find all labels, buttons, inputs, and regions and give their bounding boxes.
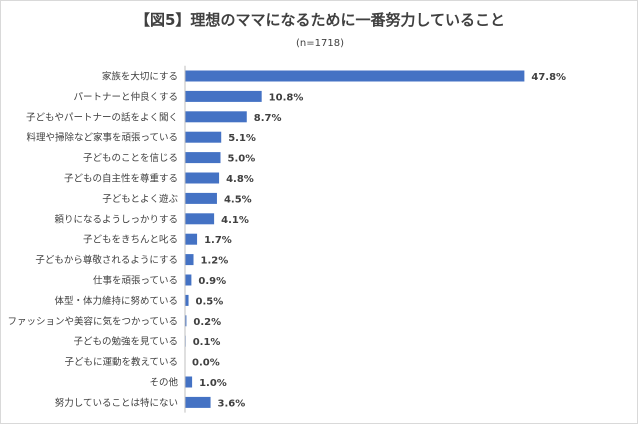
value-label: 4.1% (221, 215, 249, 226)
value-label: 47.8% (531, 72, 566, 83)
value-label: 0.5% (196, 296, 224, 307)
category-label: 子どものことを信じる (83, 152, 178, 164)
category-label: 仕事を頑張っている (93, 275, 178, 287)
bar (185, 254, 194, 266)
bar (185, 294, 189, 306)
category-label: ファッションや美容に気をつかっている (7, 315, 178, 327)
category-label: 子どもとよく遊ぶ (102, 193, 178, 205)
bar (185, 152, 221, 164)
category-label: 子どもの勉強を見ている (73, 336, 178, 348)
value-label: 0.9% (198, 276, 226, 287)
value-label: 0.2% (193, 317, 221, 328)
value-label: 4.5% (224, 194, 252, 205)
value-label: 5.1% (228, 133, 256, 144)
category-label: パートナーと仲良くする (73, 91, 178, 103)
category-label: 料理や掃除など家事を頑張っている (26, 132, 178, 144)
category-label: 子どもやパートナーの話をよく聞く (26, 111, 178, 123)
bar (185, 172, 220, 184)
category-label: 子どもの自主性を尊重する (64, 173, 178, 185)
value-label: 0.0% (192, 358, 220, 369)
bar (185, 233, 198, 245)
bar (185, 111, 247, 123)
category-label: 子どもをきちんと叱る (83, 235, 178, 246)
chart-subtitle: (n=1718) (296, 38, 344, 49)
category-label: 体型・体力維持に努めている (54, 295, 178, 307)
category-label: 家族を大切にする (102, 71, 178, 83)
value-label: 3.6% (218, 398, 246, 409)
bar (185, 274, 192, 286)
bar (185, 213, 215, 225)
chart-title: 【図5】理想のママになるために一番努力していること (135, 11, 505, 29)
bar (185, 70, 525, 82)
category-label: 子どもに運動を教えている (64, 356, 178, 368)
value-label: 10.8% (269, 92, 304, 103)
bar (185, 396, 211, 408)
bar (185, 376, 193, 388)
category-label: 努力していることは特にない (55, 397, 178, 409)
category-label: 頼りになるようしっかりする (54, 214, 178, 225)
value-label: 8.7% (254, 113, 282, 124)
value-label: 1.7% (204, 235, 232, 246)
value-label: 1.2% (201, 256, 229, 267)
value-label: 1.0% (199, 378, 227, 389)
value-label: 5.0% (228, 154, 256, 165)
bar (185, 131, 222, 143)
category-label: 子どもから尊敬されるようにする (35, 254, 178, 266)
bar (185, 192, 217, 204)
bar (185, 90, 262, 102)
category-label: その他 (149, 377, 178, 389)
value-label: 0.1% (193, 337, 221, 348)
value-label: 4.8% (226, 174, 254, 185)
bar (185, 315, 187, 327)
